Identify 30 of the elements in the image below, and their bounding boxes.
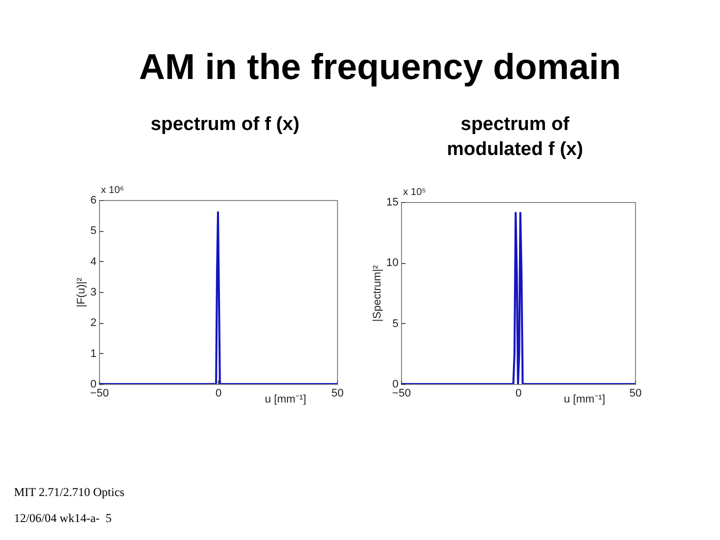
y-tick-label: 2 [90,317,96,330]
y-tick-label: 1 [90,348,96,360]
x-tick-label: 50 [629,388,642,400]
y-tick-label: 10 [386,257,398,270]
text: 12/06/04 wk14-a- 5 [14,511,112,525]
text: x 10⁵ [403,187,426,199]
line-series [401,212,635,384]
chart-subtitle: spectrum of modulated f (x) [446,113,584,162]
y-tick-label: 3 [90,286,96,298]
y-axis-title: |F(u)|² [75,277,88,308]
y-tick-label: 6 [90,194,96,206]
y-tick-label: 5 [90,225,96,238]
x-axis-title: u [mm⁻¹] [264,394,306,406]
x-tick-label: −50 [392,388,411,400]
x-tick-label: 0 [215,388,222,400]
y-tick-label: 0 [90,378,96,390]
chart-subtitle: spectrum of f (x) [150,113,300,137]
x-tick-label: 50 [331,388,344,400]
x-axis-title: u [mm⁻¹] [564,394,606,406]
y-tick-label: 5 [392,318,398,330]
x-tick-label: 0 [515,388,522,400]
y-axis-title: |Spectrum|² [371,264,384,322]
chart-title: AM in the frequency domain [138,46,622,88]
y-tick-label: 15 [386,196,398,208]
y-tick-label: 0 [392,378,398,390]
x-tick-label: −50 [90,388,109,400]
text: MIT 2.71/2.710 Optics [14,485,124,499]
line-series [99,211,337,384]
y-tick-label: 4 [90,256,96,268]
text: x 10⁶ [101,185,124,197]
